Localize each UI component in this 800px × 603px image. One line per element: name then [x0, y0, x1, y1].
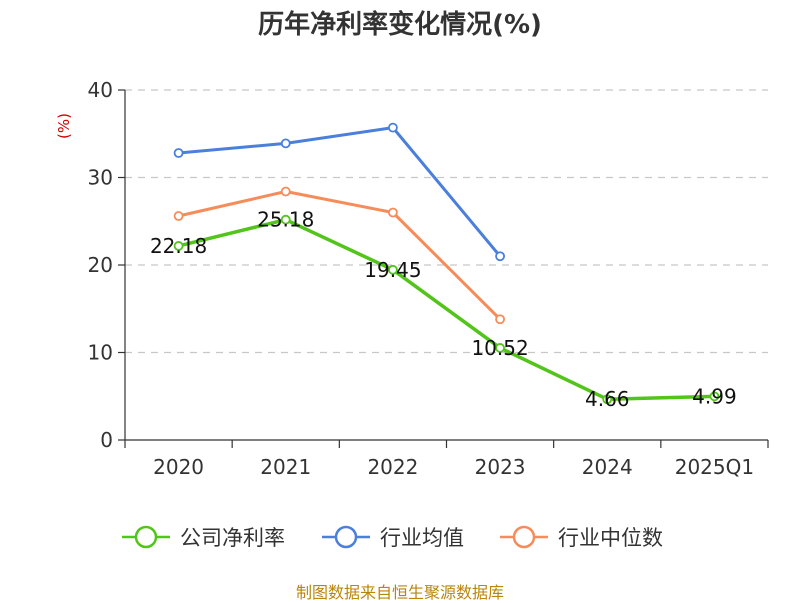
x-tick-label: 2025Q1 [675, 455, 754, 479]
x-tick-label: 2022 [367, 455, 418, 479]
series-point-2 [388, 122, 398, 133]
series-point-1 [173, 241, 184, 251]
data-label: 25.18 [257, 208, 314, 232]
data-label: 4.99 [692, 384, 737, 408]
x-tick-label: 2020 [153, 455, 204, 479]
legend-label-2: 行业均值 [380, 526, 464, 550]
y-tick-label: 40 [88, 78, 113, 102]
chart-title: 历年净利率变化情况(%) [258, 10, 542, 40]
series-point-3 [173, 211, 184, 221]
series-point-1 [709, 391, 720, 402]
data-label: 10.52 [471, 336, 528, 360]
series-point-2 [173, 148, 184, 158]
y-tick-label: 0 [100, 428, 113, 452]
series-layer [173, 122, 720, 405]
x-tick-label: 2021 [260, 455, 311, 479]
legend-label-1: 公司净利率 [180, 526, 285, 550]
series-line-2 [177, 126, 502, 258]
data-label: 4.66 [585, 387, 630, 411]
legend-marker-2 [334, 525, 358, 549]
series-point-3 [388, 207, 398, 218]
y-tick-label: 30 [88, 166, 113, 190]
y-axis-unit-label: (%) [55, 113, 73, 139]
series-point-1 [280, 214, 291, 225]
data-label-layer: 22.18 25.18 19.45 10.52 4.66 4.99 [150, 208, 737, 412]
series-line-3 [177, 190, 502, 321]
data-label: 19.45 [364, 258, 421, 282]
y-tick-label: 20 [88, 253, 113, 277]
y-tick-label: 10 [88, 341, 113, 365]
x-tick-label: 2024 [582, 455, 633, 479]
series-point-1 [602, 394, 613, 405]
series-point-3 [280, 186, 291, 197]
x-tick-label: 2023 [475, 455, 526, 479]
series-point-1 [388, 264, 398, 275]
legend-marker-1 [134, 525, 158, 549]
series-line-1 [176, 217, 717, 401]
grid-layer [125, 89, 768, 354]
legend-marker-3 [512, 525, 536, 549]
axis-layer: 0 10 20 30 40 (%) 2020 2021 2022 2023 2024 2025Q1 [55, 78, 769, 479]
series-point-1 [495, 343, 505, 353]
legend: 公司净利率 行业均值 行业中位数 [122, 525, 663, 550]
series-point-3 [495, 314, 505, 325]
series-point-2 [280, 138, 291, 149]
data-label: 22.18 [150, 234, 207, 258]
source-note: 制图数据来自恒生聚源数据库 [295, 583, 504, 602]
series-point-2 [495, 251, 505, 262]
legend-label-3: 行业中位数 [558, 526, 663, 550]
